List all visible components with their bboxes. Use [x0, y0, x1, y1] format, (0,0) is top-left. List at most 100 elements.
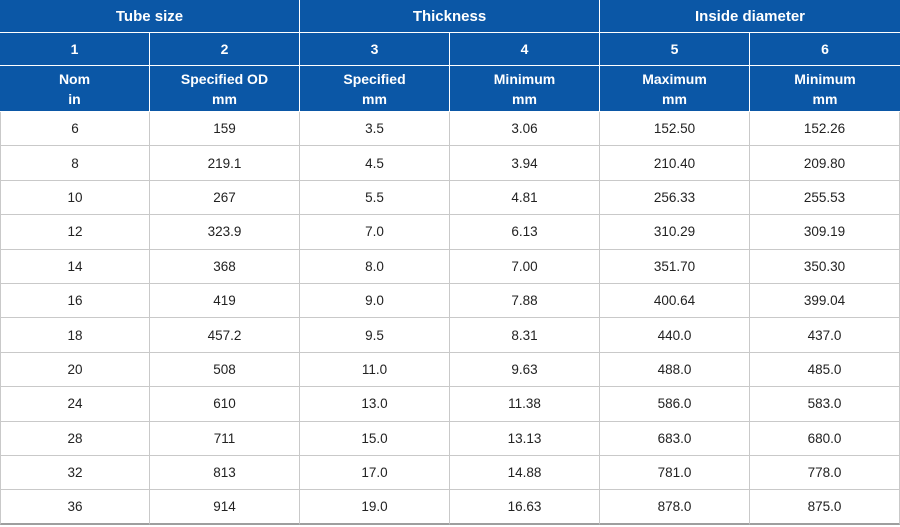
column-number-row: 1 2 3 4 5 6: [0, 33, 900, 66]
table-row: 18 457.2 9.5 8.31 440.0 437.0: [0, 318, 900, 353]
table-cell: 440.0: [600, 318, 750, 353]
table-row: 10 267 5.5 4.81 256.33 255.53: [0, 180, 900, 216]
table-cell: 20: [0, 352, 150, 388]
table-cell: 680.0: [750, 421, 900, 456]
table-cell: 14: [0, 249, 150, 284]
sub-header-row: Nom in Specified OD mm Specified mm Mini…: [0, 66, 900, 112]
table-cell: 7.0: [300, 215, 450, 250]
sub-header-name: Specified OD: [180, 70, 269, 87]
table-row: 36 914 19.0 16.63 878.0 875.0: [0, 490, 900, 525]
table-header: Tube size Thickness Inside diameter 1 2 …: [0, 0, 900, 112]
table-cell: 256.33: [600, 180, 750, 216]
table-cell: 210.40: [600, 146, 750, 181]
sub-header-name: Minimum: [794, 70, 856, 87]
sub-header-specified-od: Specified OD mm: [150, 66, 300, 112]
table-cell: 19.0: [300, 490, 450, 525]
table-row: 12 323.9 7.0 6.13 310.29 309.19: [0, 215, 900, 250]
table-cell: 209.80: [750, 146, 900, 181]
table-cell: 3.06: [450, 112, 600, 147]
group-header-tube-size: Tube size: [0, 0, 300, 33]
sub-header-minimum-thickness: Minimum mm: [450, 66, 600, 112]
table-cell: 9.5: [300, 318, 450, 353]
table-cell: 10: [0, 180, 150, 216]
column-number-3: 3: [300, 33, 450, 66]
table-cell: 583.0: [750, 387, 900, 422]
table-cell: 255.53: [750, 180, 900, 216]
table-cell: 813: [150, 455, 300, 491]
table-cell: 488.0: [600, 352, 750, 388]
sub-header-unit: in: [68, 90, 81, 107]
table-row: 24 610 13.0 11.38 586.0 583.0: [0, 387, 900, 422]
table-cell: 368: [150, 249, 300, 284]
table-cell: 778.0: [750, 455, 900, 491]
column-number-4: 4: [450, 33, 600, 66]
sub-header-unit: mm: [362, 90, 387, 107]
group-header-thickness: Thickness: [300, 0, 600, 33]
table-cell: 152.26: [750, 112, 900, 147]
table-cell: 4.81: [450, 180, 600, 216]
table-cell: 309.19: [750, 215, 900, 250]
table-cell: 219.1: [150, 146, 300, 181]
table-cell: 781.0: [600, 455, 750, 491]
table-cell: 36: [0, 490, 150, 525]
table-cell: 610: [150, 387, 300, 422]
table-cell: 323.9: [150, 215, 300, 250]
table-cell: 586.0: [600, 387, 750, 422]
table-cell: 6: [0, 112, 150, 147]
table-cell: 159: [150, 112, 300, 147]
table-row: 6 159 3.5 3.06 152.50 152.26: [0, 112, 900, 147]
table-row: 32 813 17.0 14.88 781.0 778.0: [0, 455, 900, 491]
table-cell: 267: [150, 180, 300, 216]
column-number-1: 1: [0, 33, 150, 66]
table-cell: 878.0: [600, 490, 750, 525]
sub-header-unit: mm: [512, 90, 537, 107]
sub-header-specified-thickness: Specified mm: [300, 66, 450, 112]
table-row: 8 219.1 4.5 3.94 210.40 209.80: [0, 146, 900, 181]
table-cell: 419: [150, 283, 300, 319]
sub-header-maximum-id: Maximum mm: [600, 66, 750, 112]
table-cell: 8.31: [450, 318, 600, 353]
table-cell: 18: [0, 318, 150, 353]
sub-header-unit: mm: [662, 90, 687, 107]
table-cell: 16.63: [450, 490, 600, 525]
table-cell: 11.38: [450, 387, 600, 422]
sub-header-name: Nom: [58, 70, 91, 87]
table-cell: 8: [0, 146, 150, 181]
sub-header-unit: mm: [212, 90, 237, 107]
table-cell: 508: [150, 352, 300, 388]
table-cell: 310.29: [600, 215, 750, 250]
table-cell: 711: [150, 421, 300, 456]
sub-header-nom: Nom in: [0, 66, 150, 112]
table-cell: 875.0: [750, 490, 900, 525]
table-row: 14 368 8.0 7.00 351.70 350.30: [0, 249, 900, 284]
table-cell: 17.0: [300, 455, 450, 491]
table-cell: 4.5: [300, 146, 450, 181]
sub-header-unit: mm: [812, 90, 838, 107]
table-cell: 914: [150, 490, 300, 525]
table-cell: 350.30: [750, 249, 900, 284]
table-cell: 3.94: [450, 146, 600, 181]
table-cell: 32: [0, 455, 150, 491]
table-cell: 13.13: [450, 421, 600, 456]
table-row: 20 508 11.0 9.63 488.0 485.0: [0, 352, 900, 388]
table-row: 28 711 15.0 13.13 683.0 680.0: [0, 421, 900, 456]
table-cell: 11.0: [300, 352, 450, 388]
table-cell: 28: [0, 421, 150, 456]
table-row: 16 419 9.0 7.88 400.64 399.04: [0, 283, 900, 319]
table-cell: 152.50: [600, 112, 750, 147]
table-cell: 437.0: [750, 318, 900, 353]
table-cell: 12: [0, 215, 150, 250]
table-cell: 457.2: [150, 318, 300, 353]
table-cell: 6.13: [450, 215, 600, 250]
table-cell: 8.0: [300, 249, 450, 284]
table-cell: 7.88: [450, 283, 600, 319]
table-cell: 351.70: [600, 249, 750, 284]
table-cell: 400.64: [600, 283, 750, 319]
group-header-inside-diameter: Inside diameter: [600, 0, 900, 33]
table-cell: 15.0: [300, 421, 450, 456]
table-cell: 5.5: [300, 180, 450, 216]
table-cell: 3.5: [300, 112, 450, 147]
table-cell: 9.0: [300, 283, 450, 319]
